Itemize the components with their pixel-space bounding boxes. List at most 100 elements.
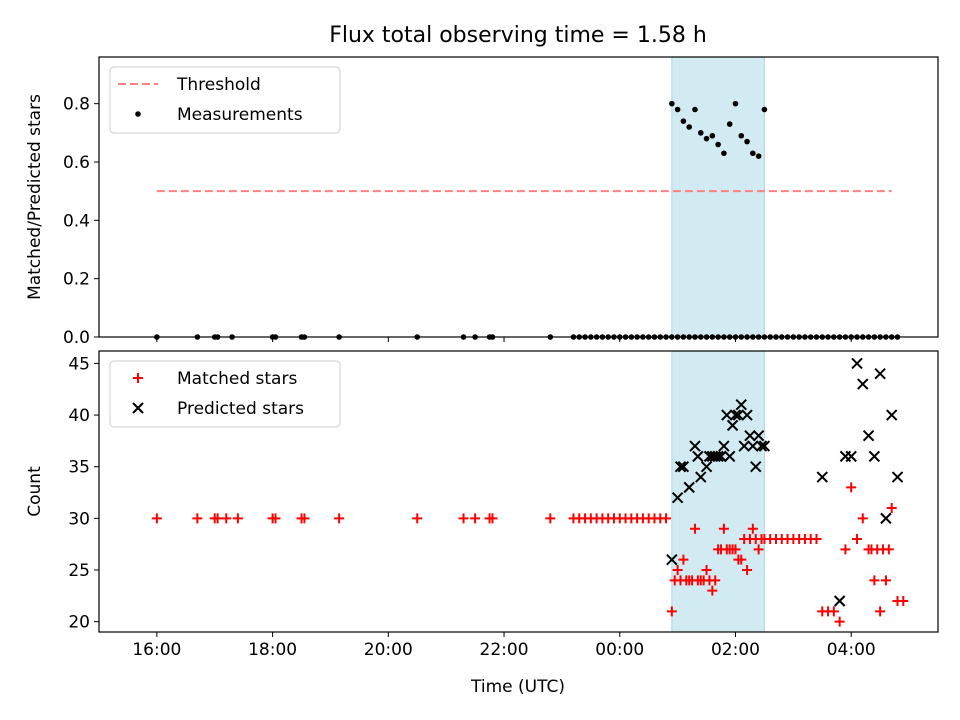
matched-star-point <box>733 554 744 565</box>
predicted-star-point <box>874 368 886 380</box>
predicted-star-point <box>744 430 756 442</box>
predicted-star-point <box>721 409 733 421</box>
measurement-point <box>715 141 721 148</box>
highlight-span <box>671 56 765 338</box>
y-tick-label: 35 <box>68 458 90 478</box>
predicted-star-point <box>741 409 753 421</box>
predicted-star-point <box>750 460 762 473</box>
y-axis-label: Matched/Predicted stars <box>25 94 45 300</box>
predicted-star-point <box>857 378 869 390</box>
axes-frame <box>98 350 939 633</box>
predicted-star-point <box>738 440 750 452</box>
y-tick-label: 0.2 <box>63 270 90 290</box>
matched-star-point <box>753 544 764 555</box>
matched-star-point <box>880 575 891 586</box>
x-tick-label: 20:00 <box>364 640 413 660</box>
measurement-point <box>732 100 739 107</box>
y-tick-label: 40 <box>68 406 90 426</box>
matched-star-point <box>151 513 162 524</box>
predicted-star-point <box>666 553 678 566</box>
matched-star-point <box>212 513 223 524</box>
matched-star-point <box>886 503 897 514</box>
y-tick-label: 0.6 <box>63 153 90 173</box>
predicted-star-point <box>677 460 690 473</box>
matched-star-point <box>470 513 481 524</box>
legend-box <box>109 66 341 134</box>
matched-star-point <box>834 616 845 627</box>
matched-star-point <box>883 544 894 555</box>
matched-star-point <box>875 606 886 617</box>
legend-predicted-swatch <box>132 402 144 414</box>
predicted-star-point <box>868 450 881 463</box>
matched-star-point <box>828 606 839 617</box>
predicted-star-point <box>880 512 892 525</box>
matched-star-point <box>458 513 469 524</box>
legend-label: Predicted stars <box>177 399 304 419</box>
matched-star-point <box>718 523 729 534</box>
measurement-point <box>761 106 768 113</box>
matched-star-point <box>299 513 310 524</box>
y-tick-label: 45 <box>68 354 90 374</box>
matched-star-point <box>678 554 689 565</box>
matched-star-point <box>898 596 909 607</box>
legend: Matched stars Predicted stars <box>109 360 341 428</box>
predicted-star-point <box>833 595 846 607</box>
matched-star-point <box>487 513 498 524</box>
predicted-star-point <box>755 440 768 452</box>
measurement-point <box>709 132 716 139</box>
predicted-star-point <box>674 460 687 473</box>
predicted-star-point <box>891 471 904 483</box>
predicted-star-point <box>816 471 828 483</box>
x-tick-label: 02:00 <box>711 640 760 660</box>
axes-frame <box>98 56 939 338</box>
legend: Threshold Measurements <box>109 66 341 134</box>
matched-star-point <box>840 544 851 555</box>
matched-star-point <box>701 565 712 576</box>
x-tick-label: 04:00 <box>827 640 876 660</box>
predicted-star-point <box>758 440 771 452</box>
legend-label: Matched stars <box>177 369 297 389</box>
predicted-star-point <box>862 430 875 442</box>
predicted-star-point <box>700 460 713 473</box>
matched-star-point <box>545 513 556 524</box>
measurement-point <box>697 130 704 136</box>
matched-star-point <box>232 513 243 524</box>
x-tick-label: 16:00 <box>132 640 181 660</box>
predicted-star-point <box>752 430 765 442</box>
matched-star-point <box>846 482 857 493</box>
y-tick-label: 25 <box>68 561 90 581</box>
predicted-star-point <box>683 481 695 494</box>
measurement-point <box>755 153 762 159</box>
measurement-point <box>738 132 745 139</box>
matched-star-point <box>851 534 862 545</box>
y-tick-label: 0.8 <box>63 95 90 115</box>
predicted-star-point <box>695 471 707 483</box>
measurement-point <box>750 150 756 157</box>
matched-star-point <box>221 513 232 524</box>
legend-label: Measurements <box>177 105 303 125</box>
predicted-star-point <box>735 399 747 411</box>
chart-title: Flux total observing time = 1.58 h <box>329 23 707 48</box>
matched-star-point <box>811 534 822 545</box>
predicted-star-point <box>845 450 857 463</box>
legend-measurements-swatch <box>135 111 141 117</box>
measurement-point <box>686 124 692 130</box>
x-tick-label: 18:00 <box>248 640 297 660</box>
predicted-star-point <box>715 450 727 463</box>
measurement-point <box>721 150 727 157</box>
matched-star-point <box>661 513 672 524</box>
matched-star-point <box>747 523 758 534</box>
predicted-star-point <box>747 440 759 452</box>
matched-star-point <box>707 585 718 596</box>
y-axis-label: Count <box>25 466 45 517</box>
matched-star-point <box>756 534 767 545</box>
predicted-star-point <box>692 450 704 463</box>
predicted-star-point <box>729 409 742 421</box>
predicted-star-point <box>712 450 724 463</box>
measurement-point <box>680 118 687 124</box>
predicted-star-point <box>718 440 730 452</box>
legend-box <box>109 360 341 428</box>
matched-star-point <box>666 606 677 617</box>
y-tick-label: 30 <box>68 509 90 529</box>
